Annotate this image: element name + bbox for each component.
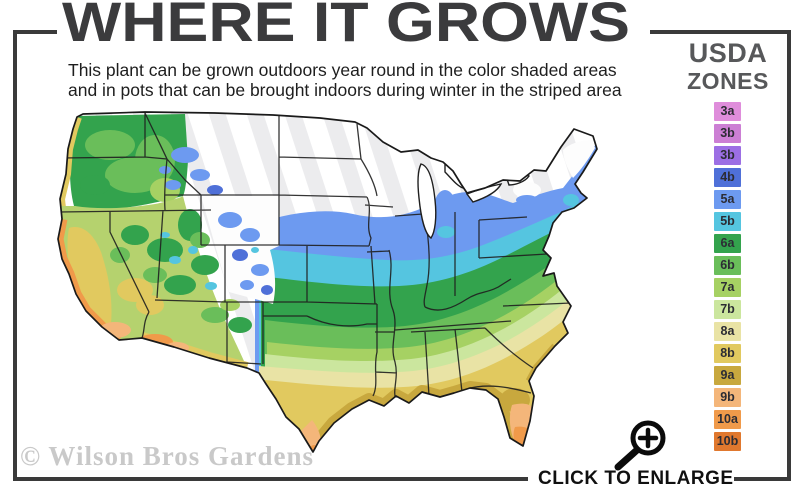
zone-swatch-z5a: 5a [714, 190, 741, 209]
state-borders [58, 112, 572, 402]
zone-swatch-z3a: 3a [714, 102, 741, 121]
subtitle: This plant can be grown outdoors year ro… [68, 60, 622, 100]
page-title: WHERE IT GROWS [62, 0, 630, 53]
zone-swatch-z7b: 7b [714, 300, 741, 319]
rocky-mountains-region [159, 147, 279, 304]
zone-swatch-z9a: 9a [714, 366, 741, 385]
zone-swatch-z5b: 5b [714, 212, 741, 231]
zone-swatch-z7a: 7a [714, 278, 741, 297]
zone-swatch-z6a: 6a [714, 234, 741, 253]
zone-swatch-z9b: 9b [714, 388, 741, 407]
usda-zones-legend-list: 3a 3b 3b 4b 5a 5b 6a 6b 7a 7b 8a 8b 9a 9b 10a 10b [714, 102, 742, 454]
zone-swatch-z10a: 10a [714, 410, 741, 429]
watermark: © Wilson Bros Gardens [20, 441, 314, 471]
zone-swatch-z6b: 6b [714, 256, 741, 275]
us-outline [57, 111, 598, 453]
lake-michigan [417, 163, 437, 239]
frame-border-left [13, 30, 17, 481]
zone-swatch-z4b: 4b [714, 168, 741, 187]
usda-zones-heading-line1: USDA [688, 38, 768, 68]
magnifier-plus-icon[interactable] [608, 412, 668, 472]
zone-swatch-z8a: 8a [714, 322, 741, 341]
frame-border-top-right [650, 30, 791, 34]
subtitle-line-1: This plant can be grown outdoors year ro… [68, 60, 617, 80]
click-to-enlarge-label[interactable]: CLICK TO ENLARGE [538, 468, 734, 489]
usda-zones-heading: USDA ZONES [672, 40, 784, 93]
usda-zone-map[interactable] [15, 100, 665, 472]
usda-zones-heading-line2: ZONES [687, 68, 769, 94]
frame-border-bottom-right [734, 477, 791, 481]
frame-border-right [787, 30, 791, 481]
zone-swatch-z10b: 10b [714, 432, 741, 451]
zone-swatch-z3b1: 3b [714, 124, 741, 143]
frame-border-top-left [13, 30, 57, 34]
zone-swatch-z3b2: 3b [714, 146, 741, 165]
zone-swatch-z8b: 8b [714, 344, 741, 363]
frame-border-bottom-left [13, 477, 528, 481]
subtitle-line-2: and in pots that can be brought indoors … [68, 80, 622, 100]
